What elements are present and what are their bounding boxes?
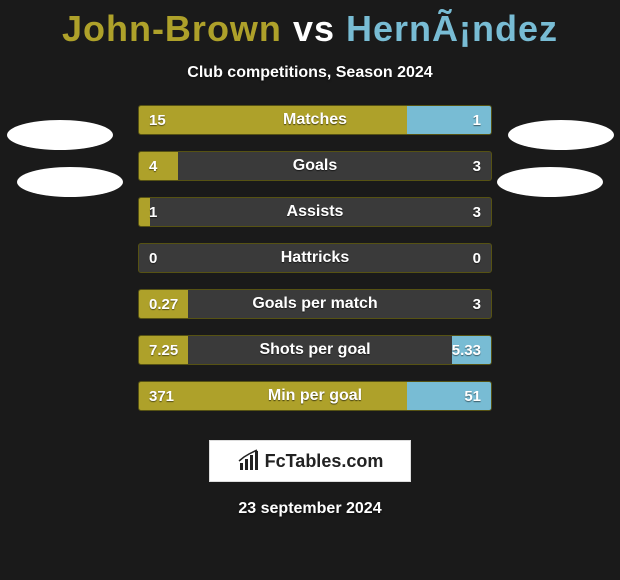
stat-label: Goals (139, 152, 491, 180)
stat-rows: 151Matches43Goals13Assists00Hattricks0.2… (138, 105, 492, 427)
stat-value-right: 0 (463, 244, 491, 272)
player1-avatar-top (7, 120, 113, 150)
stat-value-left: 0 (139, 244, 167, 272)
stat-label: Assists (139, 198, 491, 226)
stat-row: 1 3Assists (138, 197, 492, 227)
stat-value-left: 15 (139, 106, 176, 134)
stat-row: 0 0Hattricks (138, 243, 492, 273)
stat-value-left: 371 (139, 382, 184, 410)
page-title: John-Brown vs HernÃ¡ndez (0, 0, 620, 50)
player2-name: HernÃ¡ndez (346, 8, 558, 49)
stat-value-left: 4 (139, 152, 167, 180)
stat-row: 0.27 3Goals per match (138, 289, 492, 319)
stat-label: Goals per match (139, 290, 491, 318)
stat-value-right: 3 (463, 152, 491, 180)
stat-row: 4 3Goals (138, 151, 492, 181)
footer-logo: FcTables.com (209, 440, 411, 482)
player2-avatar-bottom (497, 167, 603, 197)
stat-value-right: 3 (463, 198, 491, 226)
stat-row: 7.25 5.33Shots per goal (138, 335, 492, 365)
chart-icon (237, 449, 261, 473)
stat-label: Hattricks (139, 244, 491, 272)
player2-avatar-top (508, 120, 614, 150)
stat-value-right: 51 (454, 382, 491, 410)
vs-text: vs (293, 8, 335, 49)
subtitle: Club competitions, Season 2024 (0, 64, 620, 82)
stat-value-left: 1 (139, 198, 167, 226)
stat-value-right: 5.33 (442, 336, 491, 364)
player1-avatar-bottom (17, 167, 123, 197)
stat-value-right: 3 (463, 290, 491, 318)
stat-value-left: 0.27 (139, 290, 188, 318)
player1-name: John-Brown (62, 8, 282, 49)
stat-row: 37151Min per goal (138, 381, 492, 411)
stat-bar-left (139, 106, 407, 134)
stat-row: 151Matches (138, 105, 492, 135)
stat-value-right: 1 (463, 106, 491, 134)
footer-logo-text: FcTables.com (265, 451, 384, 472)
stat-label: Shots per goal (139, 336, 491, 364)
footer-date: 23 september 2024 (0, 500, 620, 518)
stat-value-left: 7.25 (139, 336, 188, 364)
